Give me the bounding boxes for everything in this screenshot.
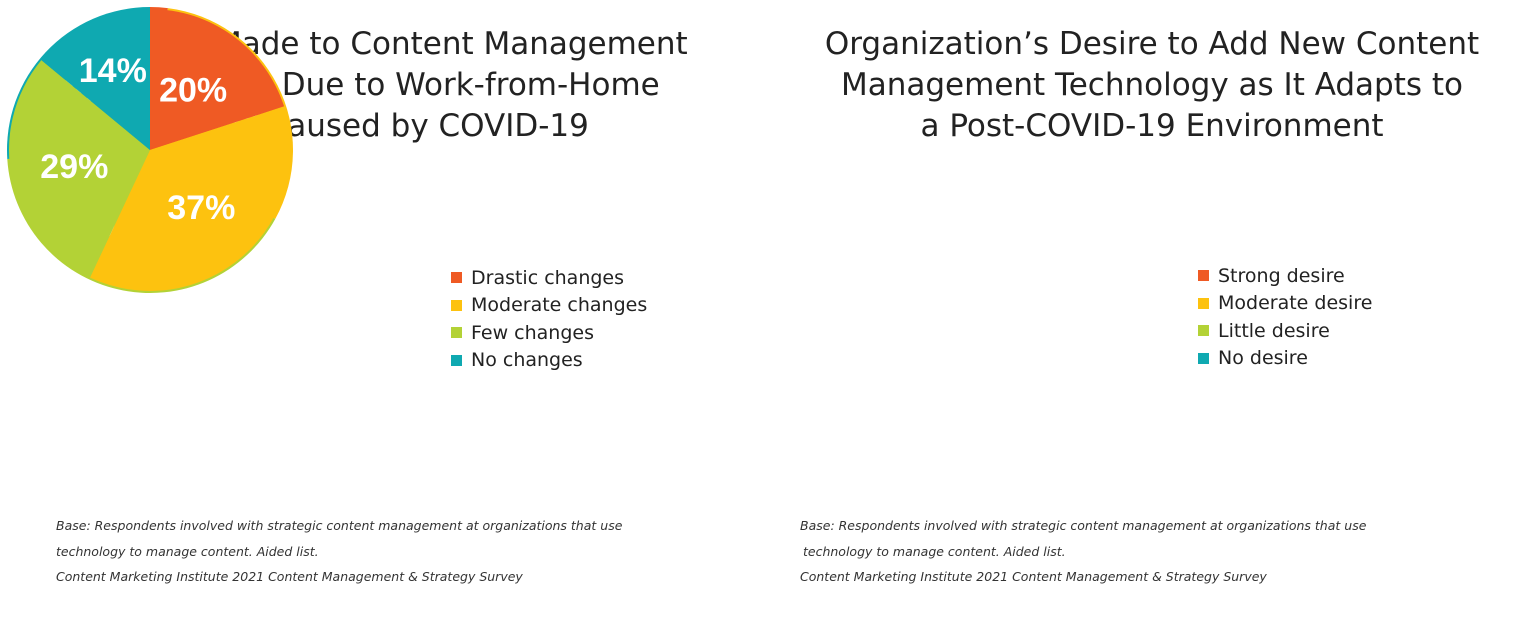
footnote-line: Base: Respondents involved with strategi… [800,518,1367,533]
legend-swatch [1198,297,1209,309]
legend-label: Drastic changes [471,266,625,289]
legend-label: Little desire [1218,319,1330,342]
legend-item: No desire [1198,345,1372,373]
legend-label: No changes [471,349,583,372]
chart-panel-changes: Changes Made to Content Management Techn… [56,26,688,590]
legend-label: Few changes [471,321,594,344]
legend-item: Few changes [451,319,647,347]
footnote-line: Content Marketing Institute 2021 Content… [800,569,1267,584]
pie-slice [89,106,291,291]
legend-swatch [1198,325,1209,337]
legend-swatch [451,327,462,339]
footnote-line: Base: Respondents involved with strategi… [56,518,623,533]
chart-panel-desire: Organization’s Desire to Add New Content… [768,0,1536,641]
chart-title-line: Organization’s Desire to Add New Content [824,26,1480,62]
chart-legend: Drastic changes Moderate changes Few cha… [451,264,647,374]
legend-item: Strong desire [1198,262,1372,290]
chart-title-line: Management Technology as It Adapts to [840,67,1463,103]
footnote-line: technology to manage content. Aided list… [803,543,1066,559]
chart-title: Organization’s Desire to Add New Content… [768,24,1536,147]
legend-swatch [451,299,462,311]
legend-item: Drastic changes [451,264,647,292]
legend-item: Moderate changes [451,292,647,320]
legend-label: Moderate desire [1218,292,1373,315]
legend-swatch [1198,270,1209,282]
footnote-line: technology to manage content. Aided list… [56,543,319,559]
chart-legend: Strong desire Moderate desire Little des… [1198,262,1372,372]
pie-value-label: 29% [40,148,108,186]
legend-swatch [451,354,462,366]
footnote-line: Content Marketing Institute 2021 Content… [56,569,523,584]
pie-value-label: 14% [79,52,147,90]
chart-title-line: a Post-COVID-19 Environment [920,108,1384,144]
legend-item: No changes [451,347,647,375]
legend-swatch [1198,352,1209,364]
pie-value-label: 37% [167,189,235,227]
legend-item: Little desire [1198,317,1372,345]
pie-slice [41,9,150,150]
pie-slice [150,9,285,150]
pie-slice [9,60,151,278]
chart-footnote: Base: Respondents involved with strategi… [56,513,622,590]
legend-label: No desire [1218,347,1308,370]
legend-label: Strong desire [1218,264,1345,287]
pie-chart-desire: 20% 37% 29% 14% [9,9,291,291]
chart-footnote: Base: Respondents involved with strategi… [800,513,1366,590]
pie-value-label: 20% [159,72,227,110]
legend-swatch [451,272,462,284]
legend-label: Moderate changes [471,294,648,317]
legend-item: Moderate desire [1198,290,1372,318]
